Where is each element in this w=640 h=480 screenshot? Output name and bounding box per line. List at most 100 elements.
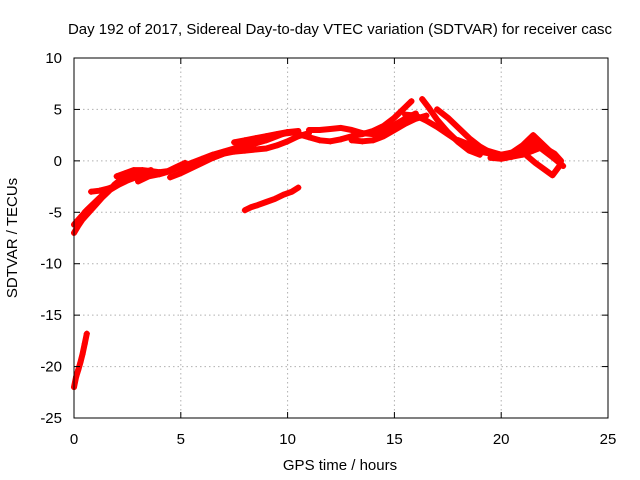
series-3 [88, 167, 154, 195]
data-point [295, 131, 302, 138]
data-point [487, 148, 494, 155]
data-point [498, 155, 505, 162]
data-point [83, 330, 90, 337]
series-17 [508, 132, 558, 159]
data-point [434, 123, 441, 130]
series-line [209, 130, 312, 161]
series-10 [305, 110, 419, 138]
data-point [444, 129, 451, 136]
data-point [532, 159, 539, 166]
data-point [434, 106, 441, 113]
x-tick-labels: 0 5 10 15 20 25 [70, 431, 617, 448]
data-point [220, 150, 227, 157]
data-point [79, 351, 86, 358]
data-point [88, 188, 95, 195]
data-point [105, 185, 112, 192]
data-point [263, 133, 270, 140]
data-point [263, 145, 270, 152]
data-point [96, 187, 103, 194]
series-11 [348, 112, 430, 145]
data-point [113, 182, 120, 189]
data-point [254, 202, 261, 209]
x-tick-label: 10 [279, 431, 296, 448]
x-tick-label: 5 [177, 431, 185, 448]
data-point [177, 164, 184, 171]
y-tick-label: 0 [54, 153, 62, 170]
data-point [338, 124, 344, 131]
data-point [476, 151, 483, 158]
data-point [348, 127, 355, 133]
y-tick-labels: -25 -20 -15 -10 -5 0 5 10 [40, 50, 62, 427]
data-point [284, 138, 291, 145]
y-tick-label: 5 [54, 101, 62, 118]
y-tick-label: -10 [40, 256, 62, 273]
data-point [231, 148, 238, 155]
data-point [327, 138, 334, 145]
data-point [130, 167, 137, 174]
y-tick-label: -5 [49, 204, 62, 221]
data-point [145, 173, 152, 180]
data-point [530, 132, 537, 139]
data-point [167, 168, 174, 175]
data-point [359, 138, 366, 145]
data-point [466, 135, 473, 142]
x-axis-label: GPS time / hours [283, 457, 397, 474]
y-tick-label: -15 [40, 307, 62, 324]
series-9 [295, 98, 415, 145]
y-tick-label: -25 [40, 410, 62, 427]
data-point [487, 154, 494, 161]
data-point [130, 174, 137, 181]
data-point [316, 127, 323, 133]
data-point [466, 147, 473, 154]
data-point [519, 142, 526, 149]
y-axis-label: SDTVAR / TECUs [4, 178, 21, 298]
data-point [402, 120, 409, 127]
data-point [252, 146, 259, 153]
data-point [419, 96, 426, 103]
x-tick-label: 20 [493, 431, 510, 448]
data-point [288, 188, 295, 195]
data-point [402, 111, 409, 118]
y-tick-label: -20 [40, 359, 62, 376]
data-point [90, 201, 97, 208]
axis-ticks [73, 57, 609, 419]
data-point [444, 114, 451, 121]
data-point [280, 191, 287, 198]
data-point [455, 124, 462, 131]
data-point [434, 116, 441, 123]
data-point [380, 133, 387, 140]
data-point [122, 178, 129, 185]
data-point [455, 137, 462, 144]
data-point [391, 127, 398, 133]
data-point [177, 170, 184, 177]
y-tick-label: 10 [45, 50, 62, 67]
x-tick-label: 25 [600, 431, 617, 448]
data-point [540, 142, 547, 149]
data-point [156, 171, 163, 178]
data-point [241, 137, 248, 144]
data-point [412, 112, 419, 119]
series-13 [419, 96, 483, 158]
series-19 [241, 184, 302, 214]
data-point [327, 125, 334, 132]
x-tick-label: 15 [386, 431, 403, 448]
data-point [348, 137, 355, 144]
data-point [391, 114, 398, 121]
data-point [402, 104, 409, 111]
data-layer [71, 96, 567, 391]
series-line [167, 129, 302, 181]
data-point [75, 366, 82, 373]
data-point [551, 152, 558, 159]
data-point [199, 159, 206, 166]
data-point [139, 167, 146, 174]
data-point [77, 214, 84, 221]
data-point [81, 209, 88, 216]
data-point [408, 98, 415, 105]
data-point [284, 129, 291, 136]
data-point [231, 139, 238, 146]
data-point [273, 131, 280, 138]
x-tick-label: 0 [70, 431, 78, 448]
data-point [425, 104, 432, 111]
data-point [135, 178, 142, 185]
